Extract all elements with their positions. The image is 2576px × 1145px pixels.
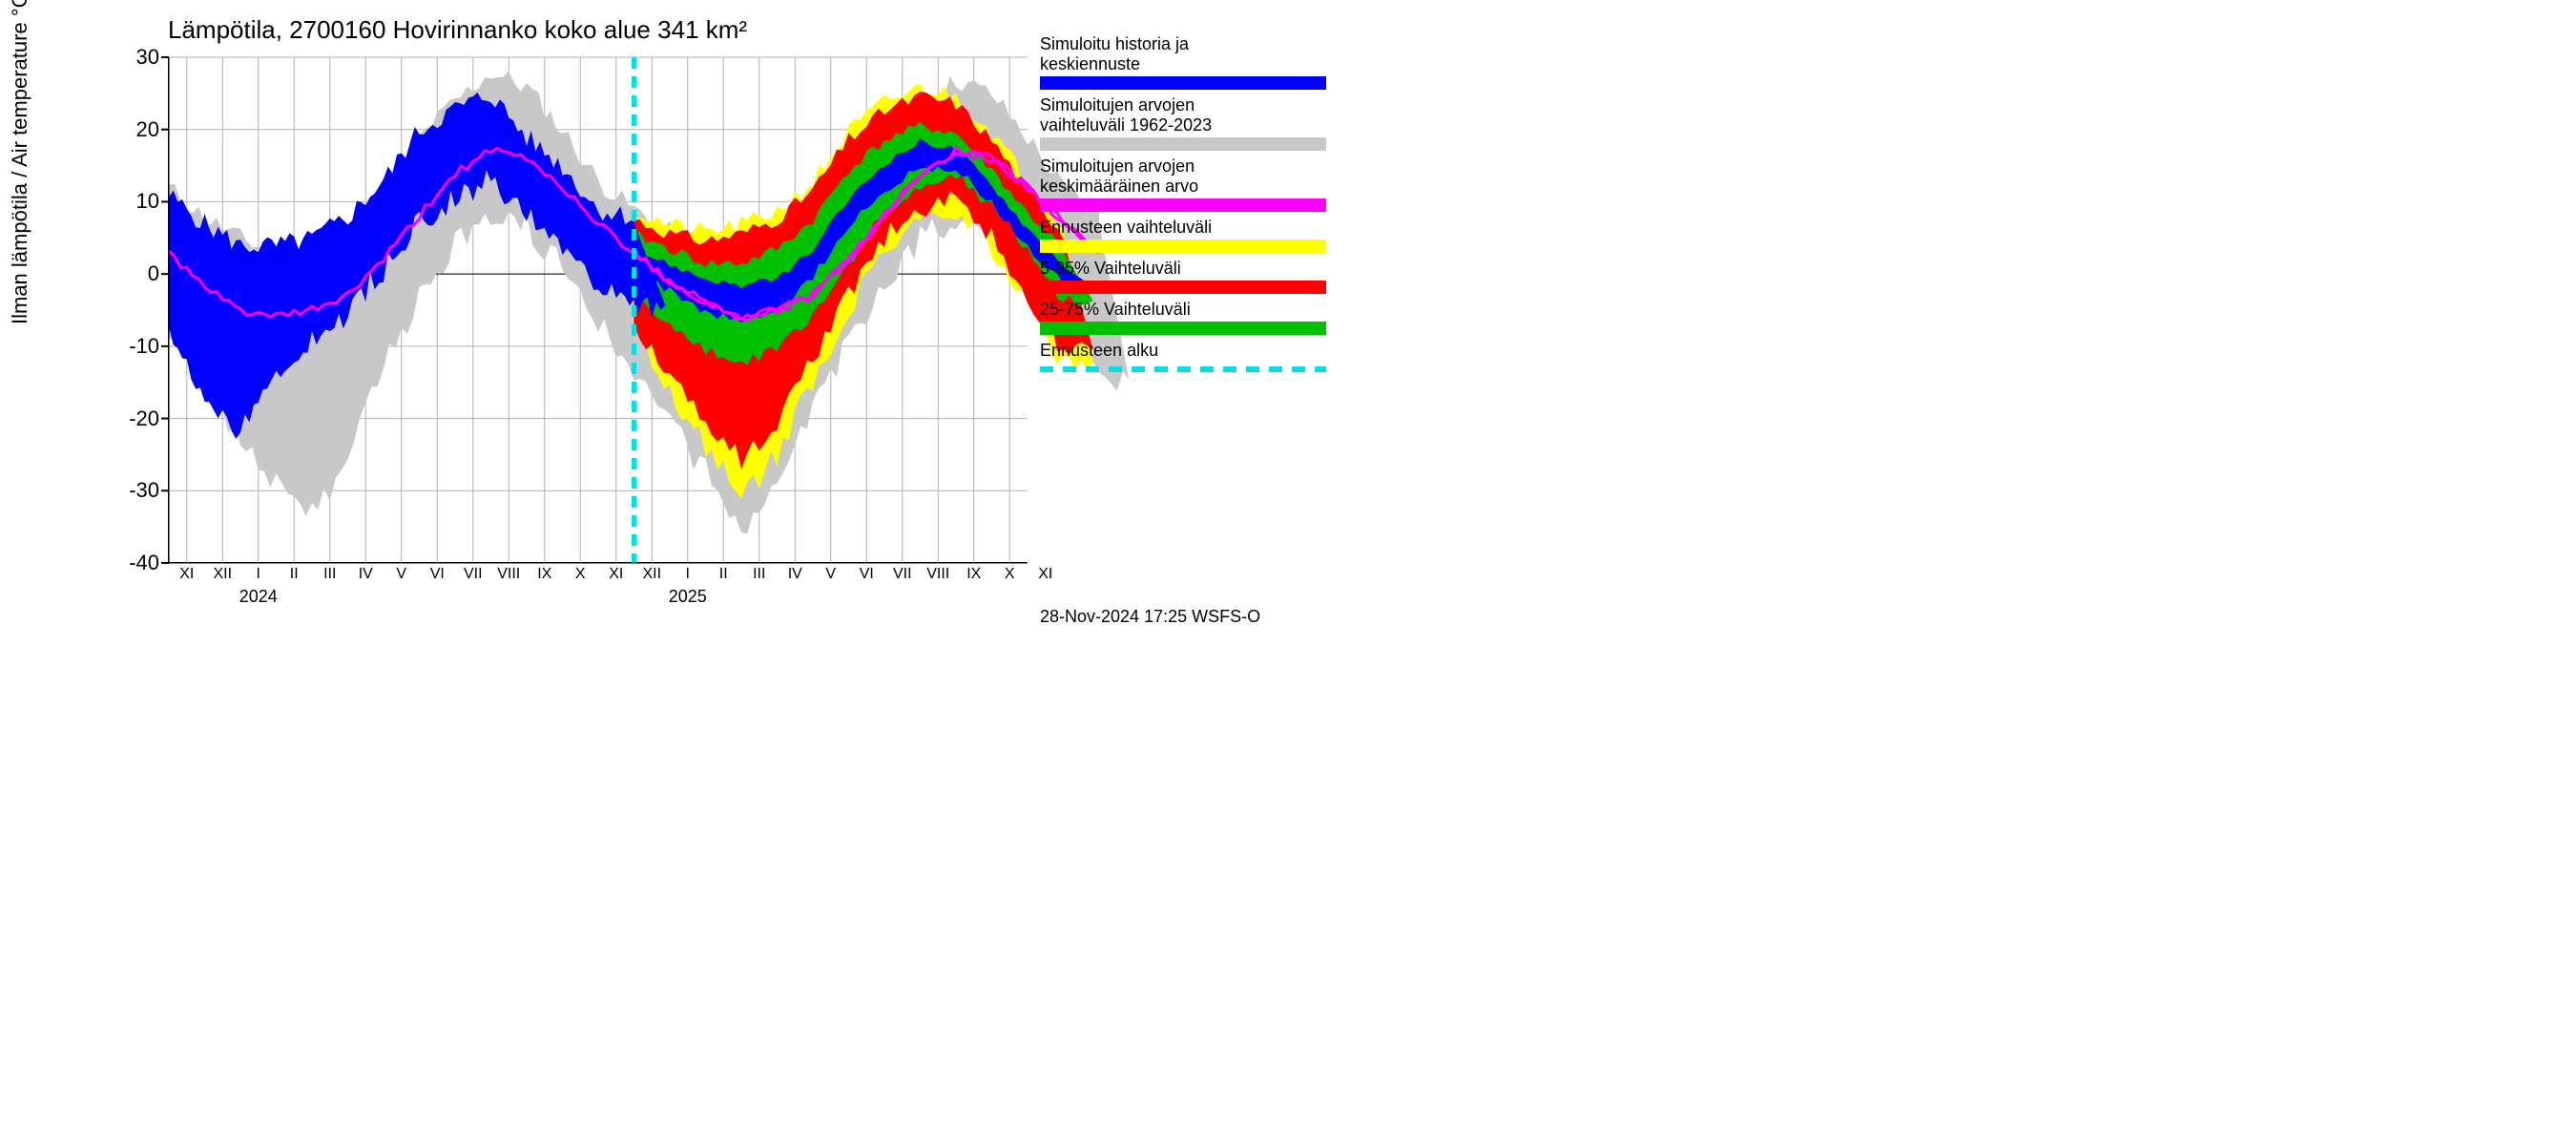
xtick-label: XI bbox=[609, 562, 623, 583]
ytick-label: 30 bbox=[136, 45, 169, 70]
xtick-label: XII bbox=[213, 562, 232, 583]
legend-entry: Simuloitujen arvojenvaihteluväli 1962-20… bbox=[1040, 95, 1422, 151]
xtick-year: 2025 bbox=[669, 562, 707, 607]
legend-text: keskiennuste bbox=[1040, 54, 1422, 74]
chart-title: Lämpötila, 2700160 Hovirinnanko koko alu… bbox=[168, 15, 747, 45]
xtick-label: III bbox=[323, 562, 336, 583]
xtick-label: VII bbox=[464, 562, 483, 583]
legend-entry: Ennusteen vaihteluväli bbox=[1040, 218, 1422, 253]
chart-container: Lämpötila, 2700160 Hovirinnanko koko alu… bbox=[0, 0, 1431, 636]
xtick-label: IX bbox=[966, 562, 981, 583]
legend-text: Simuloitujen arvojen bbox=[1040, 156, 1422, 177]
xtick-label: IX bbox=[537, 562, 551, 583]
xtick-label: III bbox=[753, 562, 765, 583]
legend: Simuloitu historia jakeskiennusteSimuloi… bbox=[1040, 34, 1422, 378]
xtick-year: 2024 bbox=[239, 562, 278, 607]
legend-text: Simuloitu historia ja bbox=[1040, 34, 1422, 54]
legend-entry: Simuloitu historia jakeskiennuste bbox=[1040, 34, 1422, 90]
xtick-label: IV bbox=[788, 562, 802, 583]
ytick-label: -40 bbox=[129, 551, 169, 575]
ytick-label: -20 bbox=[129, 406, 169, 431]
xtick-label: XII bbox=[642, 562, 661, 583]
plot-area: -40-30-20-100102030XIXIIIIIIIIIVVVIVIIVI… bbox=[168, 57, 1027, 563]
legend-swatch bbox=[1040, 198, 1326, 212]
legend-text: Ennusteen vaihteluväli bbox=[1040, 218, 1422, 238]
ytick-label: 20 bbox=[136, 117, 169, 142]
legend-text: 25-75% Vaihteluväli bbox=[1040, 300, 1422, 320]
xtick-label: XI bbox=[1038, 562, 1052, 583]
legend-swatch bbox=[1040, 239, 1326, 253]
xtick-label: VI bbox=[860, 562, 874, 583]
legend-text: vaihteluväli 1962-2023 bbox=[1040, 115, 1422, 135]
xtick-label: XI bbox=[179, 562, 194, 583]
plot-svg bbox=[169, 57, 1028, 563]
xtick-label: IV bbox=[359, 562, 373, 583]
xtick-label: VIII bbox=[926, 562, 949, 583]
xtick-label: II bbox=[719, 562, 728, 583]
xtick-label: V bbox=[396, 562, 406, 583]
legend-text: Simuloitujen arvojen bbox=[1040, 95, 1422, 115]
legend-swatch bbox=[1040, 322, 1326, 335]
legend-entry: Simuloitujen arvojenkeskimääräinen arvo bbox=[1040, 156, 1422, 212]
legend-text: keskimääräinen arvo bbox=[1040, 177, 1422, 197]
ytick-label: -10 bbox=[129, 334, 169, 359]
ytick-label: 0 bbox=[148, 261, 169, 286]
ytick-label: 10 bbox=[136, 189, 169, 214]
xtick-label: V bbox=[825, 562, 836, 583]
legend-swatch bbox=[1040, 76, 1326, 90]
legend-swatch bbox=[1040, 281, 1326, 294]
legend-entry: 5-95% Vaihteluväli bbox=[1040, 259, 1422, 294]
xtick-label: VIII bbox=[497, 562, 520, 583]
legend-text: Ennusteen alku bbox=[1040, 341, 1422, 361]
legend-swatch bbox=[1040, 137, 1326, 151]
xtick-label: II bbox=[290, 562, 299, 583]
xtick-label: X bbox=[1005, 562, 1015, 583]
ytick-label: -30 bbox=[129, 478, 169, 503]
legend-entry: 25-75% Vaihteluväli bbox=[1040, 300, 1422, 335]
legend-text: 5-95% Vaihteluväli bbox=[1040, 259, 1422, 279]
yaxis-label: Ilman lämpötila / Air temperature °C bbox=[8, 0, 32, 324]
xtick-label: X bbox=[575, 562, 586, 583]
legend-swatch bbox=[1040, 366, 1326, 372]
xtick-label: VI bbox=[430, 562, 445, 583]
xtick-label: VII bbox=[893, 562, 912, 583]
legend-entry: Ennusteen alku bbox=[1040, 341, 1422, 372]
timestamp: 28-Nov-2024 17:25 WSFS-O bbox=[1040, 607, 1260, 627]
